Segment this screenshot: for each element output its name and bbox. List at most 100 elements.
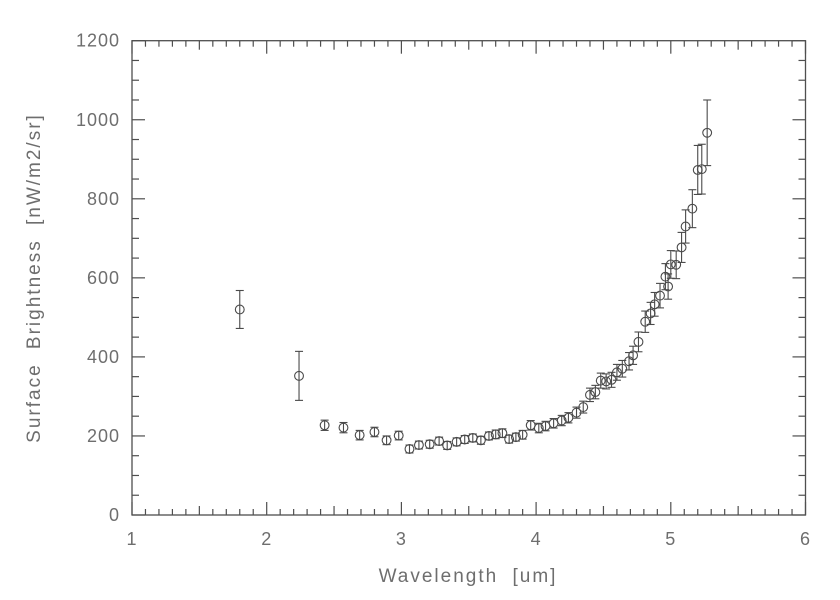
circle-marker	[497, 428, 508, 439]
y-axis-title: Surface Brightness [nW/m2/sr]	[24, 113, 45, 443]
circle-marker	[442, 440, 453, 451]
data-point	[517, 429, 528, 440]
circle-marker	[338, 422, 349, 433]
circle-marker	[556, 415, 567, 426]
circle-marker	[319, 420, 330, 431]
data-point	[490, 429, 501, 440]
axes-frame	[131, 40, 807, 516]
data-point	[459, 434, 470, 445]
circle-marker	[294, 370, 304, 381]
circle-marker	[504, 434, 515, 445]
y-tick-label: 1200	[76, 31, 120, 51]
data-point	[595, 372, 606, 389]
circle-marker	[369, 427, 380, 437]
circle-marker	[617, 363, 628, 374]
plot-frame	[131, 40, 807, 516]
data-point	[393, 430, 404, 441]
circle-marker	[655, 290, 665, 301]
x-axis-title: Wavelength [um]	[379, 566, 558, 587]
circle-marker	[354, 430, 365, 441]
data-point	[294, 350, 304, 401]
x-tick-label: 3	[396, 529, 407, 549]
data-point	[548, 418, 559, 429]
circle-marker	[578, 402, 589, 413]
circle-marker	[687, 203, 698, 214]
x-tick-label: 1	[126, 529, 137, 549]
x-tick-label: 5	[665, 529, 676, 549]
data-point	[497, 428, 508, 439]
circle-marker	[660, 271, 671, 282]
circle-marker	[484, 431, 494, 441]
data-point	[381, 435, 392, 446]
data-point	[676, 231, 687, 263]
x-tick-label: 6	[800, 529, 811, 549]
data-point	[590, 384, 601, 400]
data-point	[319, 419, 330, 431]
circle-marker	[590, 387, 601, 398]
data-point	[475, 435, 486, 446]
y-tick-label: 600	[87, 268, 120, 288]
y-tick-label: 1000	[76, 110, 120, 130]
data-point	[525, 419, 536, 431]
data-point	[404, 444, 415, 454]
data-point	[571, 406, 582, 419]
circle-marker	[640, 316, 651, 327]
circle-marker	[649, 299, 660, 310]
data-point	[442, 440, 453, 451]
x-tick-label: 4	[531, 529, 542, 549]
circle-marker	[601, 376, 612, 387]
data-point	[611, 363, 622, 381]
circle-marker	[680, 221, 691, 232]
data-point	[338, 421, 349, 434]
data-point	[655, 282, 665, 309]
data-point	[467, 432, 478, 443]
circle-marker	[671, 259, 682, 270]
data-point	[617, 359, 628, 378]
y-tick-label: 800	[87, 189, 120, 209]
data-point	[671, 250, 682, 280]
data-point	[628, 345, 639, 365]
axis-ticks	[131, 40, 807, 516]
data-point	[601, 373, 612, 390]
circle-marker	[490, 429, 501, 440]
circle-marker	[633, 336, 644, 347]
y-tick-label: 0	[109, 505, 120, 525]
data-point	[369, 426, 380, 438]
circle-marker	[381, 435, 392, 446]
circle-marker	[413, 440, 424, 450]
circle-marker	[585, 389, 595, 400]
data-point	[578, 400, 589, 414]
data-point	[633, 331, 644, 353]
circle-marker	[696, 164, 707, 175]
data-point	[234, 289, 245, 329]
circle-marker	[595, 375, 606, 386]
circle-marker	[663, 281, 674, 292]
data-point	[424, 439, 435, 450]
data-point	[687, 189, 698, 229]
circle-marker	[702, 127, 713, 138]
data-point	[434, 436, 445, 447]
circle-marker	[393, 430, 404, 441]
y-tick-label: 200	[87, 426, 120, 446]
x-tick-label: 2	[261, 529, 272, 549]
data-point	[413, 440, 424, 450]
circle-marker	[533, 423, 544, 433]
data-point	[585, 387, 595, 403]
data-point	[354, 429, 365, 441]
tick-labels: 1 2 3 4 5 6 0 200 400 600 800 1000 1200	[76, 31, 811, 549]
data-point	[702, 99, 713, 167]
data-point	[696, 143, 707, 195]
circle-marker	[404, 444, 415, 454]
data-point	[680, 209, 691, 244]
circle-marker	[424, 439, 435, 450]
y-tick-label: 400	[87, 347, 120, 367]
circle-marker	[234, 304, 245, 315]
data-series	[234, 99, 713, 454]
circle-marker	[517, 429, 528, 440]
data-point	[451, 436, 462, 447]
data-point	[640, 310, 651, 333]
circle-marker	[665, 259, 676, 270]
circle-marker	[510, 432, 521, 443]
